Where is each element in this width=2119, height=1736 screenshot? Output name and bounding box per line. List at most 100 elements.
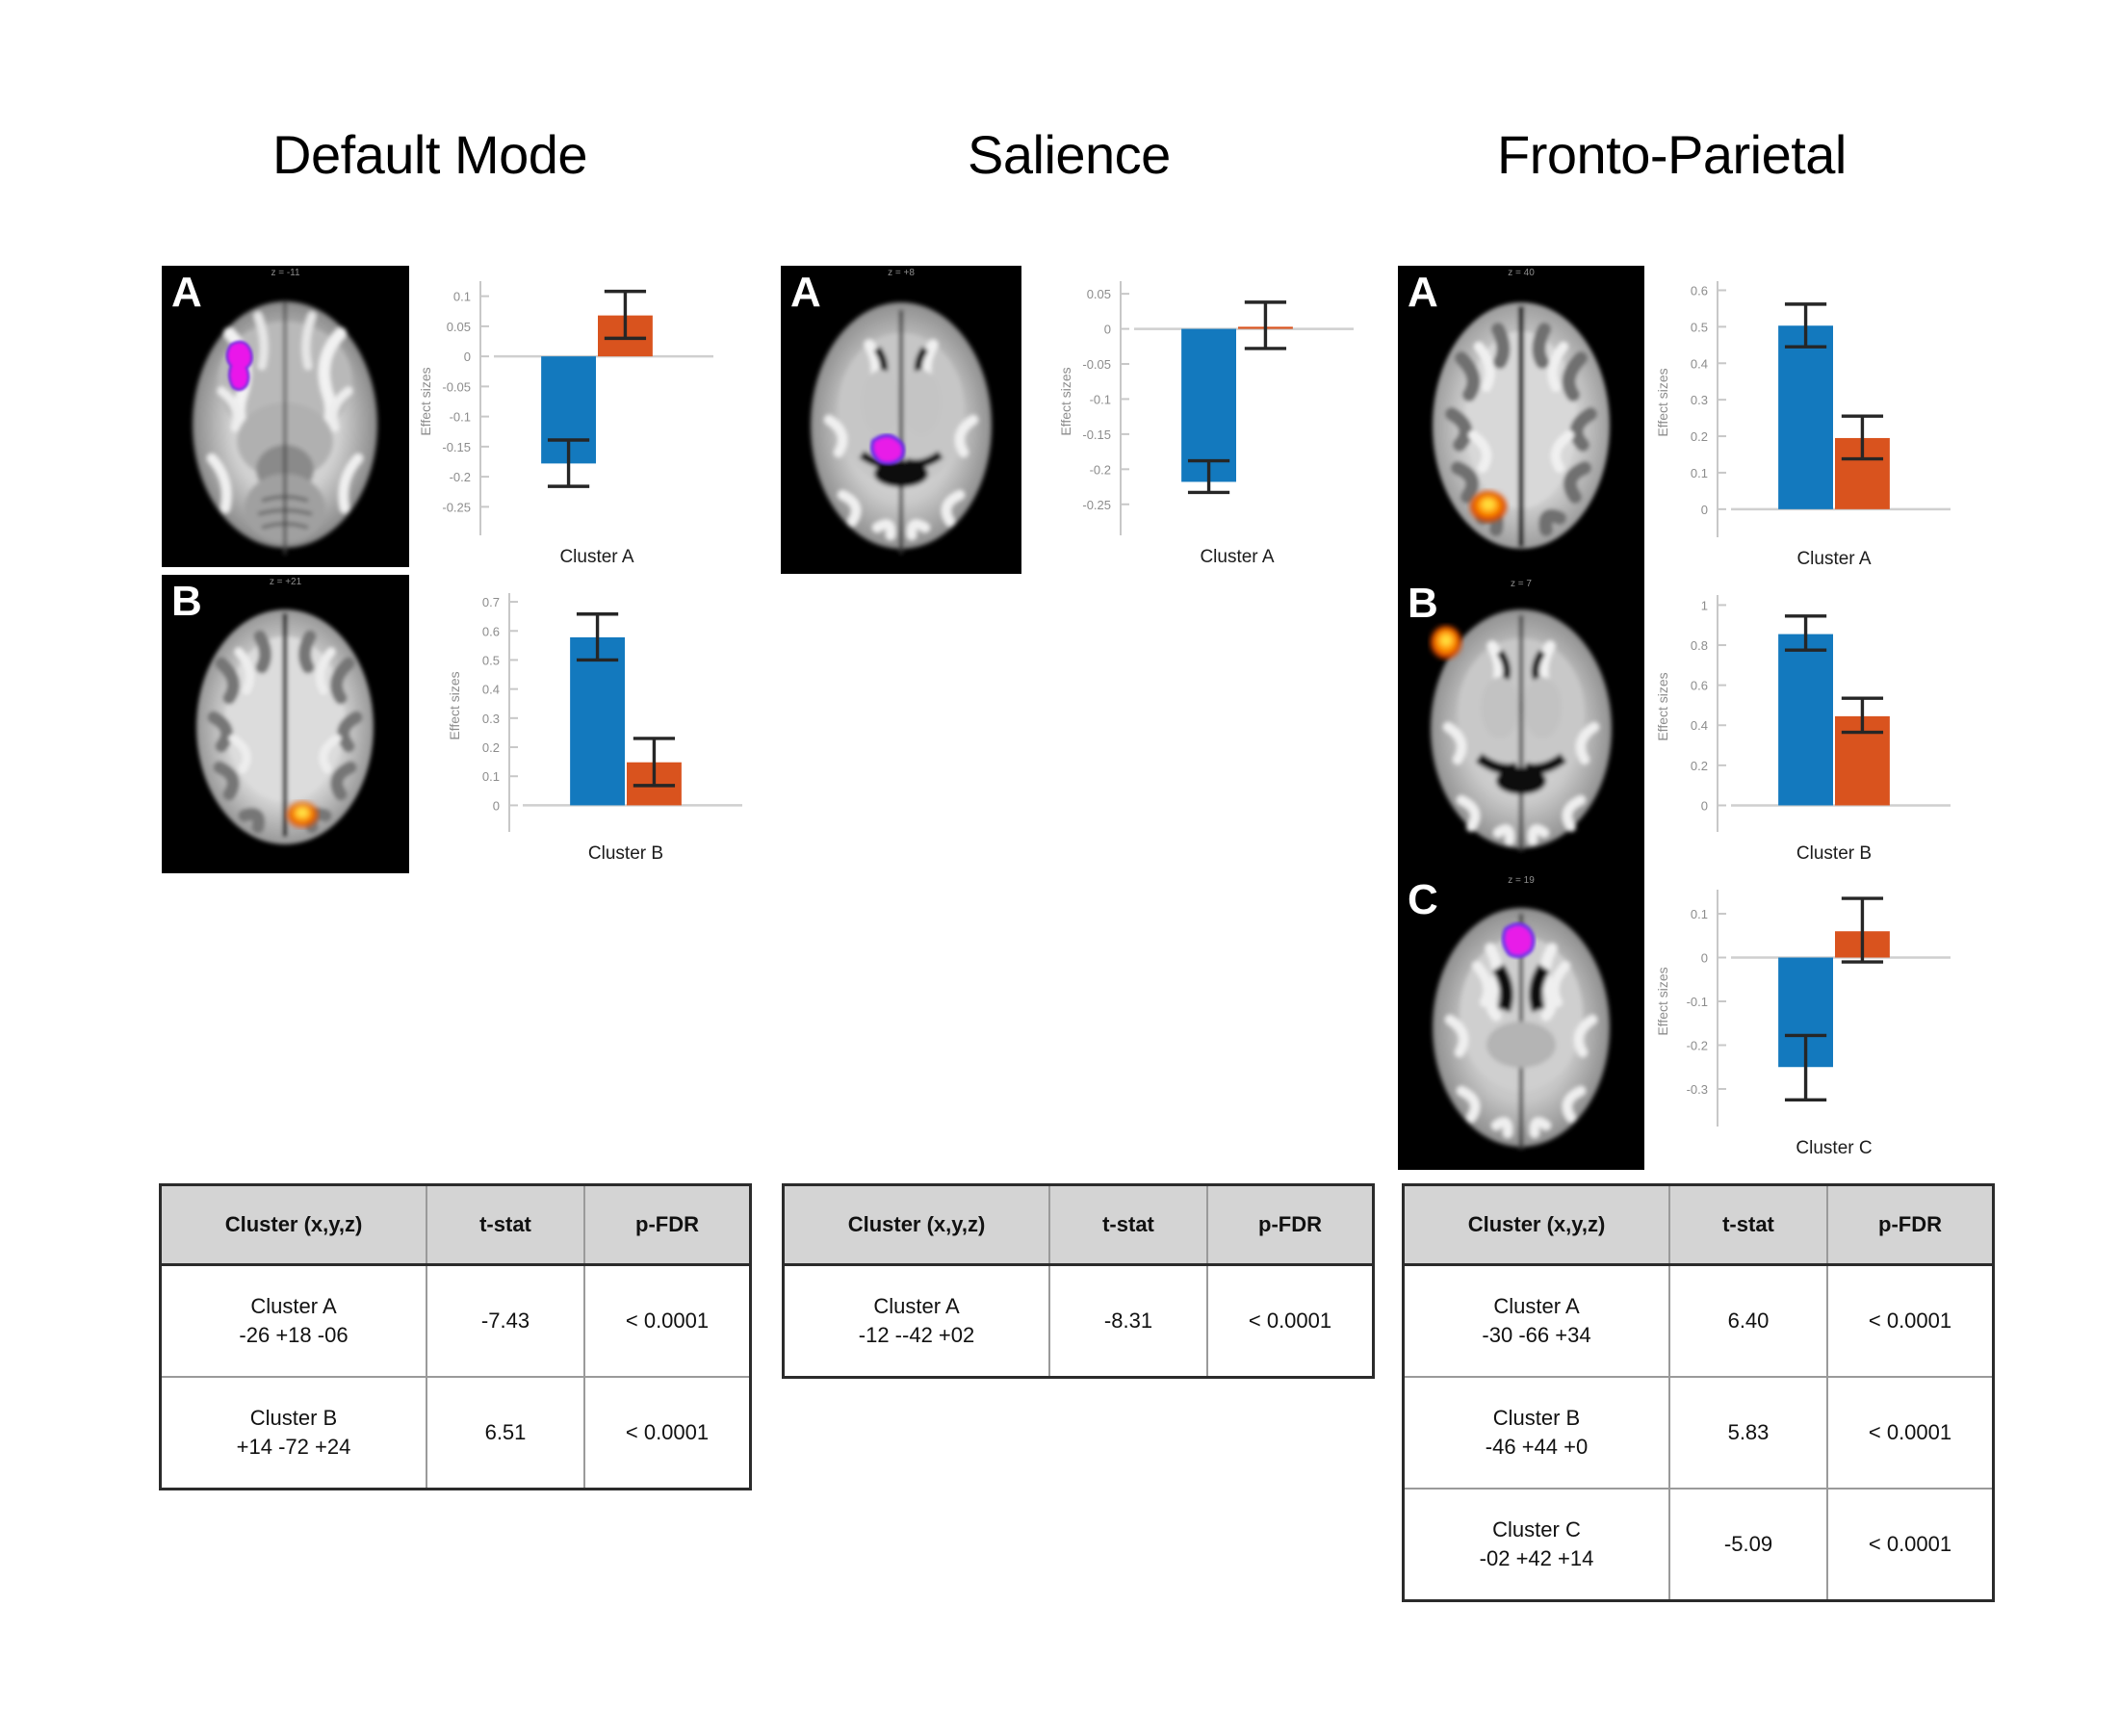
cell-tstat: 5.83 [1668, 1376, 1828, 1490]
cluster-name: Cluster A [1493, 1294, 1580, 1319]
svg-text:Effect sizes: Effect sizes [1655, 967, 1670, 1035]
cell-tstat: 6.51 [426, 1376, 585, 1490]
brain-slice-default-mode-a: z = -11 A [162, 266, 409, 567]
cluster-coords: -26 +18 -06 [239, 1323, 349, 1347]
cell-tstat: -7.43 [426, 1263, 585, 1378]
svg-text:1: 1 [1701, 598, 1708, 612]
svg-text:0.2: 0.2 [1691, 429, 1708, 444]
svg-text:0.1: 0.1 [453, 290, 471, 304]
svg-text:0.2: 0.2 [1691, 759, 1708, 773]
svg-text:Cluster B: Cluster B [1796, 843, 1872, 864]
svg-text:0.4: 0.4 [482, 683, 500, 697]
svg-text:0.4: 0.4 [1691, 718, 1708, 733]
brain-slice-fronto-parietal-a: z = 40 A [1398, 266, 1644, 577]
cluster-name: Cluster B [1492, 1406, 1581, 1431]
brain-panel-letter: C [1408, 876, 1438, 923]
brain-axial-image [162, 575, 409, 873]
svg-text:0: 0 [1104, 323, 1111, 337]
svg-text:-0.2: -0.2 [1687, 1038, 1708, 1052]
svg-text:-0.2: -0.2 [450, 470, 471, 484]
cell-tstat: -8.31 [1048, 1263, 1208, 1379]
results-table-fronto-parietal: Cluster (x,y,z) t-stat p-FDR Cluster A -… [1402, 1183, 1995, 1602]
cell-pfdr: < 0.0001 [1206, 1263, 1375, 1379]
svg-text:0.05: 0.05 [1087, 287, 1111, 301]
cell-cluster: Cluster B +14 -72 +24 [159, 1376, 427, 1490]
cluster-coords: -12 --42 +02 [858, 1323, 975, 1347]
bar-chart-fpn-cluster-b: 1 0.8 0.6 0.4 0.2 0 Effect sizes Cluster B [1646, 582, 1964, 872]
svg-text:0.5: 0.5 [1691, 320, 1708, 334]
svg-text:-0.1: -0.1 [1090, 392, 1111, 406]
cluster-name: Cluster B [249, 1406, 338, 1431]
network-title-default-mode: Default Mode [272, 124, 588, 185]
svg-text:-0.15: -0.15 [1082, 428, 1111, 442]
brain-axial-image [162, 266, 409, 567]
bar-chart-salience-cluster-a: 0.05 0 -0.05 -0.1 -0.15 -0.2 -0.25 Effect sizes… [1049, 268, 1367, 576]
svg-text:0.4: 0.4 [1691, 356, 1708, 371]
table-row: Cluster A -30 -66 +34 6.40 < 0.0001 [1402, 1263, 1995, 1378]
column-header-tstat: t-stat [426, 1183, 585, 1266]
slice-coordinate-label: z = 19 [1508, 875, 1535, 886]
cell-pfdr: < 0.0001 [1826, 1488, 1995, 1602]
network-title-fronto-parietal: Fronto-Parietal [1497, 124, 1847, 185]
cluster-name: Cluster A [250, 1294, 337, 1319]
table-row: Cluster A -26 +18 -06 -7.43 < 0.0001 [159, 1263, 752, 1378]
bar-chart-dmn-cluster-a: 0.1 0.05 0 -0.05 -0.1 -0.15 -0.2 -0.25 Effect si… [409, 268, 727, 576]
table-header-row: Cluster (x,y,z) t-stat p-FDR [782, 1183, 1375, 1266]
svg-text:0.6: 0.6 [482, 624, 500, 638]
column-header-pfdr: p-FDR [583, 1183, 752, 1266]
column-header-pfdr: p-FDR [1826, 1183, 1995, 1266]
svg-text:0.5: 0.5 [482, 653, 500, 667]
network-title-salience: Salience [968, 124, 1171, 185]
brain-slice-default-mode-b: z = +21 B [162, 575, 409, 873]
slice-coordinate-label: z = 40 [1508, 268, 1535, 278]
slice-coordinate-label: z = +8 [888, 268, 915, 278]
svg-text:-0.15: -0.15 [442, 440, 471, 454]
brain-axial-image [1398, 266, 1644, 577]
cell-tstat: 6.40 [1668, 1263, 1828, 1378]
svg-text:0: 0 [464, 350, 471, 364]
bar-chart-fpn-cluster-c: 0.1 0 -0.1 -0.2 -0.3 Effect sizes Cluster C [1646, 876, 1964, 1167]
brain-axial-image [1398, 577, 1644, 873]
table-header-row: Cluster (x,y,z) t-stat p-FDR [159, 1183, 752, 1266]
cluster-coords: -30 -66 +34 [1482, 1323, 1591, 1347]
svg-text:Effect sizes: Effect sizes [1058, 367, 1073, 435]
cell-cluster: Cluster A -30 -66 +34 [1402, 1263, 1670, 1378]
table-row: Cluster C -02 +42 +14 -5.09 < 0.0001 [1402, 1488, 1995, 1602]
svg-text:0.3: 0.3 [1691, 393, 1708, 407]
svg-text:0.3: 0.3 [482, 712, 500, 726]
svg-text:0.7: 0.7 [482, 595, 500, 609]
column-header-cluster: Cluster (x,y,z) [159, 1183, 427, 1266]
brain-panel-letter: B [171, 578, 202, 625]
cluster-overlay-magenta [1501, 922, 1536, 959]
table-header-row: Cluster (x,y,z) t-stat p-FDR [1402, 1183, 1995, 1266]
cluster-overlay-magenta [870, 433, 906, 466]
svg-text:0: 0 [1701, 951, 1708, 966]
cell-pfdr: < 0.0001 [583, 1263, 752, 1378]
slice-coordinate-label: z = -11 [271, 268, 300, 278]
svg-text:-0.25: -0.25 [442, 500, 471, 514]
svg-text:0.1: 0.1 [1691, 907, 1708, 921]
svg-text:0.6: 0.6 [1691, 283, 1708, 298]
cluster-coords: +14 -72 +24 [236, 1435, 351, 1459]
brain-panel-letter: B [1408, 580, 1438, 627]
svg-text:Cluster C: Cluster C [1796, 1138, 1872, 1158]
cell-cluster: Cluster C -02 +42 +14 [1402, 1488, 1670, 1602]
cluster-coords: -46 +44 +0 [1485, 1435, 1589, 1459]
bar-chart-fpn-cluster-a: 0.6 0.5 0.4 0.3 0.2 0.1 0 Effect sizes Cluster A [1646, 268, 1964, 578]
svg-text:0: 0 [1701, 798, 1708, 813]
cell-cluster: Cluster B -46 +44 +0 [1402, 1376, 1670, 1490]
svg-text:0.2: 0.2 [482, 740, 500, 755]
bar-chart-dmn-cluster-b: 0.7 0.6 0.5 0.4 0.3 0.2 0.1 0 Effect sizes Cluste… [438, 580, 756, 872]
table-row: Cluster B +14 -72 +24 6.51 < 0.0001 [159, 1376, 752, 1490]
results-table-salience: Cluster (x,y,z) t-stat p-FDR Cluster A -… [782, 1183, 1375, 1379]
column-header-cluster: Cluster (x,y,z) [1402, 1183, 1670, 1266]
svg-text:0.1: 0.1 [482, 769, 500, 784]
cluster-overlay-magenta [225, 340, 253, 392]
table-row: Cluster B -46 +44 +0 5.83 < 0.0001 [1402, 1376, 1995, 1490]
cluster-name: Cluster A [873, 1294, 960, 1319]
svg-text:0.8: 0.8 [1691, 638, 1708, 653]
column-header-pfdr: p-FDR [1206, 1183, 1375, 1266]
cluster-overlay-hot [1470, 491, 1507, 522]
slice-coordinate-label: z = 7 [1511, 579, 1532, 589]
svg-text:-0.05: -0.05 [442, 379, 471, 394]
